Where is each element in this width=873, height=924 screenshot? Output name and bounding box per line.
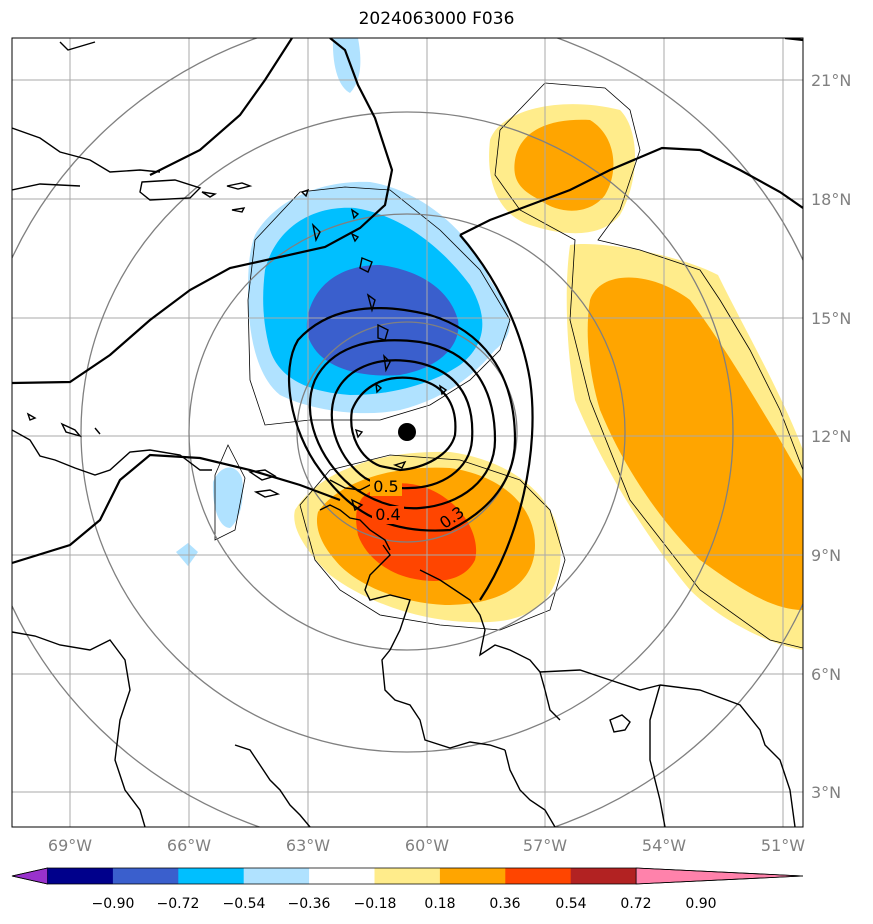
lat-label-6n: 6°N [811,665,841,684]
colorbar-extend-low [11,867,48,885]
colorbar-segment [243,868,310,884]
colorbar-segment [47,868,114,884]
longitude-labels: 69°W 66°W 63°W 60°W 57°W 54°W 51°W [48,836,805,855]
colorbar-segment [309,868,375,884]
pressure-contour-0-5 [330,359,474,490]
contour-label-0-4: 0.4 [375,505,400,524]
lon-label-63w: 63°W [286,836,330,855]
latitude-labels: 21°N 18°N 15°N 12°N 9°N 6°N 3°N [811,71,851,802]
lon-label-60w: 60°W [405,836,449,855]
pressure-contour-0-3 [288,307,517,532]
colorbar-segment [505,868,572,884]
lon-label-57w: 57°W [523,836,567,855]
lat-label-15n: 15°N [811,309,851,328]
lat-label-3n: 3°N [811,783,841,802]
pressure-contour-0-4 [308,339,497,510]
lon-label-54w: 54°W [642,836,686,855]
colorbar-tick: 0.18 [424,896,455,912]
colorbar-tick: 0.90 [685,896,716,912]
colorbar-segment [178,868,245,884]
contour-label-0-5: 0.5 [373,477,398,496]
lon-label-66w: 66°W [167,836,211,855]
colorbar-tick: −0.72 [157,896,200,912]
colorbar-outline [11,867,804,885]
thick-contours [12,38,803,601]
colorbar-segment [374,868,441,884]
colorbar-segment [112,868,179,884]
range-rings [12,38,803,827]
lat-label-9n: 9°N [811,546,841,565]
map-area: 0.5 0.4 0.3 [12,38,803,827]
storm-center-dot [398,423,416,441]
colorbar-segment [439,868,506,884]
colorbar-tick: 0.72 [620,896,651,912]
colorbar-tick: −0.90 [92,896,135,912]
colorbar-segment [570,868,637,884]
map-title: 2024063000 F036 [358,9,515,29]
colorbar-extend-high [635,867,804,885]
lat-label-12n: 12°N [811,427,851,446]
shading-boundary-lines [214,82,803,649]
colorbar [11,867,804,885]
map-frame [11,37,804,828]
lon-label-51w: 51°W [761,836,805,855]
lat-label-21n: 21°N [811,71,851,90]
lat-label-18n: 18°N [811,190,851,209]
colorbar-tick: 0.36 [489,896,520,912]
lon-label-69w: 69°W [48,836,92,855]
colorbar-tick: 0.54 [555,896,586,912]
negative-anomaly-shading [176,38,510,566]
colorbar-tick-labels: −0.90 −0.72 −0.54 −0.36 −0.18 0.18 0.36 … [92,896,717,912]
coastlines [12,41,796,827]
colorbar-tick: −0.18 [354,896,397,912]
colorbar-tick: −0.54 [223,896,266,912]
colorbar-tick: −0.36 [288,896,331,912]
